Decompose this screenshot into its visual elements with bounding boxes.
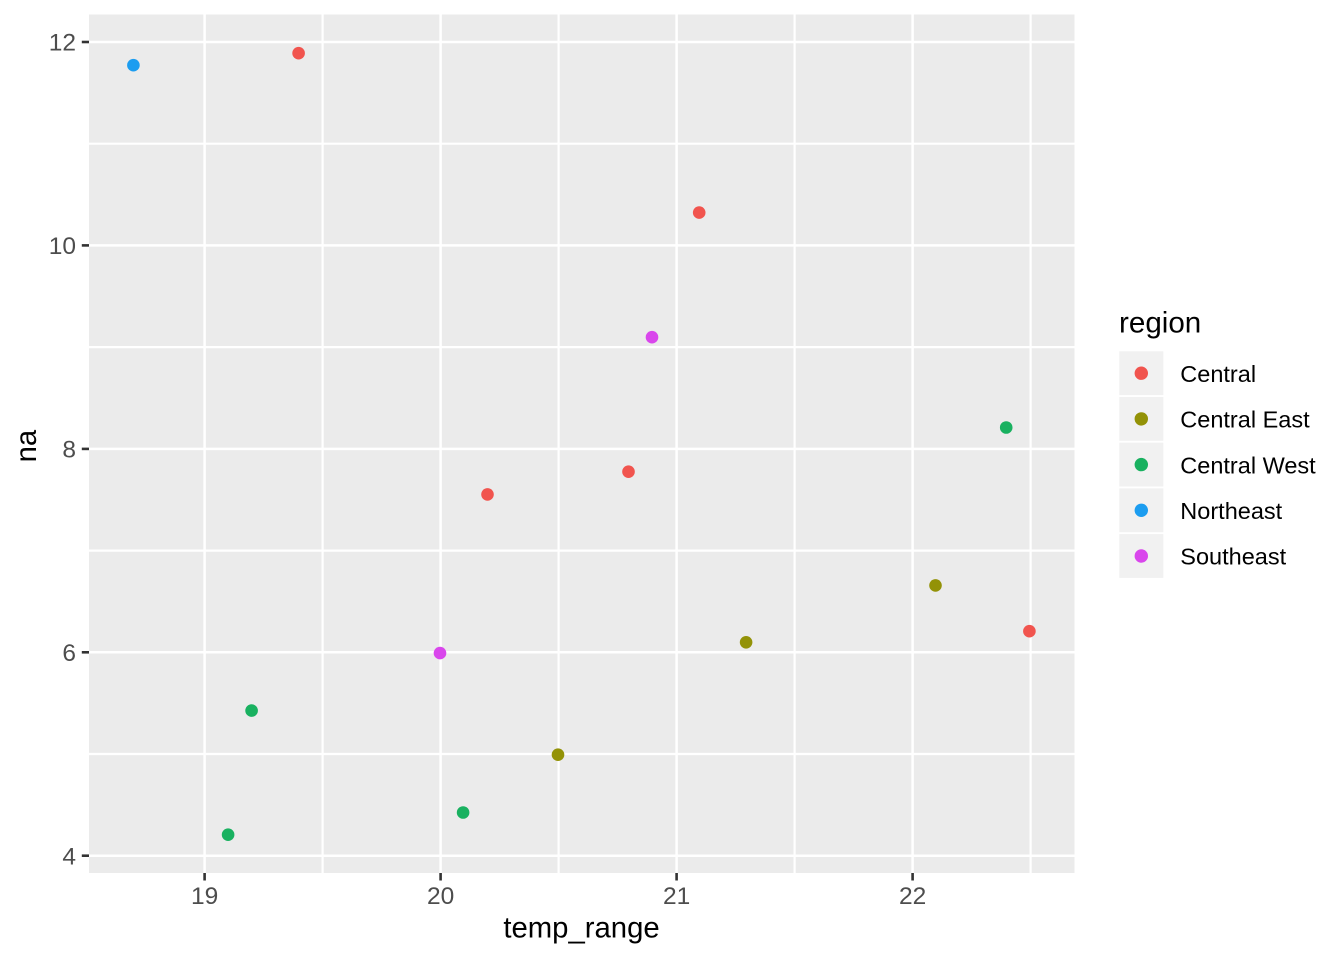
svg-text:Southeast: Southeast [1180, 544, 1286, 570]
svg-text:21: 21 [663, 883, 690, 910]
svg-text:12: 12 [49, 30, 76, 57]
svg-text:region: region [1119, 307, 1201, 340]
svg-text:na: na [10, 429, 43, 462]
svg-text:20: 20 [427, 883, 454, 910]
svg-text:Northeast: Northeast [1180, 498, 1282, 524]
svg-text:19: 19 [191, 883, 218, 910]
svg-text:6: 6 [62, 640, 76, 667]
svg-text:Central: Central [1180, 361, 1256, 387]
svg-text:4: 4 [62, 843, 76, 870]
svg-text:Central West: Central West [1180, 452, 1316, 478]
svg-text:temp_range: temp_range [503, 912, 659, 945]
svg-text:22: 22 [899, 883, 926, 910]
svg-text:10: 10 [49, 233, 76, 260]
svg-text:8: 8 [62, 437, 76, 464]
svg-text:Central East: Central East [1180, 407, 1310, 433]
